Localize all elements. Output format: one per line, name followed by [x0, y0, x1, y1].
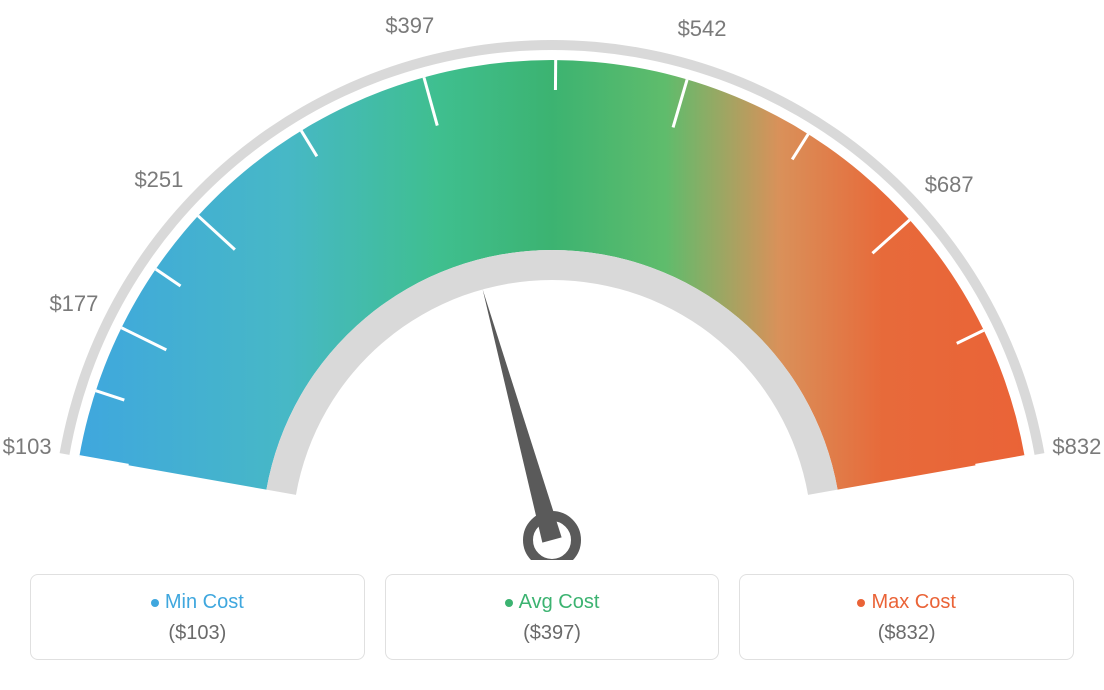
gauge-chart: $103 $177 $251 $397 $542 $687 $832 — [0, 0, 1104, 560]
legend-avg-label: Avg Cost — [519, 591, 600, 613]
tick-label: $542 — [678, 16, 727, 42]
tick-label: $832 — [1052, 434, 1101, 460]
dot-max — [857, 599, 865, 607]
tick-label: $251 — [134, 167, 183, 193]
legend-max-value: ($832) — [740, 622, 1073, 645]
legend-avg: Avg Cost ($397) — [385, 574, 720, 660]
legend-max-title: Max Cost — [740, 591, 1073, 614]
tick-label: $687 — [925, 172, 974, 198]
tick-label: $177 — [49, 291, 98, 317]
legend-avg-value: ($397) — [386, 622, 719, 645]
tick-label: $397 — [385, 13, 434, 39]
legend-min-value: ($103) — [31, 622, 364, 645]
legend-min-title: Min Cost — [31, 591, 364, 614]
legend-min-label: Min Cost — [165, 591, 244, 613]
legend-max-label: Max Cost — [871, 591, 955, 613]
legend-min: Min Cost ($103) — [30, 574, 365, 660]
gauge-svg — [0, 0, 1104, 560]
legend-max: Max Cost ($832) — [739, 574, 1074, 660]
dot-avg — [505, 599, 513, 607]
tick-label: $103 — [3, 434, 52, 460]
legend-avg-title: Avg Cost — [386, 591, 719, 614]
legend-row: Min Cost ($103) Avg Cost ($397) Max Cost… — [30, 574, 1074, 660]
dot-min — [151, 599, 159, 607]
